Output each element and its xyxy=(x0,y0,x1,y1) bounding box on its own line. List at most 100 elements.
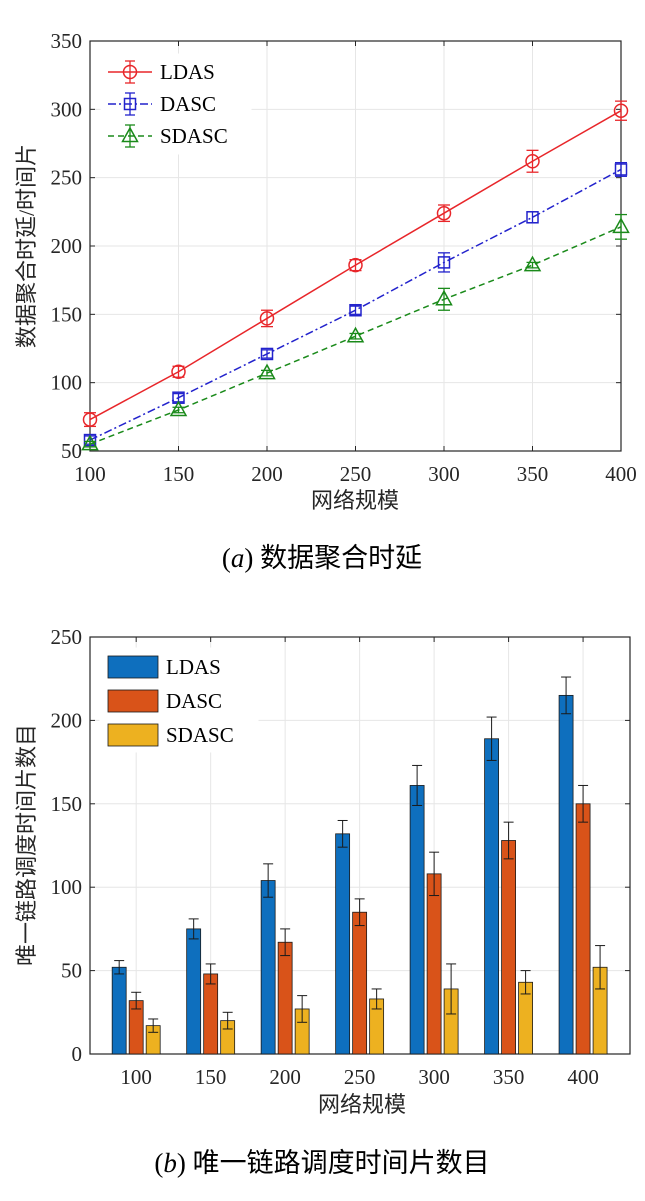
data-point xyxy=(614,163,628,176)
data-point xyxy=(523,255,542,272)
legend-item-ldas: LDAS xyxy=(108,60,215,84)
data-point xyxy=(169,400,188,417)
legend-item-dasc: DASC xyxy=(108,92,216,116)
x-axis-label: 网络规模 xyxy=(311,488,399,513)
data-point xyxy=(258,363,276,380)
x-tick-label: 250 xyxy=(340,462,372,486)
data-point xyxy=(612,217,630,234)
legend-label: LDAS xyxy=(160,60,215,84)
x-tick-label: 400 xyxy=(567,1065,599,1089)
series-group xyxy=(81,100,630,451)
legend-label: DASC xyxy=(166,689,222,713)
data-point xyxy=(346,326,365,343)
data-point xyxy=(259,311,275,326)
data-point xyxy=(260,347,274,361)
caption-a-text: 数据聚合时延 xyxy=(253,543,422,573)
x-tick-label: 350 xyxy=(517,462,549,486)
legend-item-sdasc: SDASC xyxy=(107,723,234,747)
x-tick-label: 150 xyxy=(163,462,195,486)
x-tick-label: 200 xyxy=(269,1065,301,1089)
y-tick-label: 200 xyxy=(51,708,83,732)
bar xyxy=(186,928,202,1055)
x-tick-label: 200 xyxy=(251,462,283,486)
data-point xyxy=(349,303,362,317)
y-tick-label: 50 xyxy=(61,959,82,983)
legend: LDAS DASC SDASC xyxy=(100,53,252,155)
bar xyxy=(260,880,276,1055)
series-dasc xyxy=(128,784,591,1055)
bar xyxy=(335,833,351,1055)
bar xyxy=(575,803,591,1055)
x-tick-label: 150 xyxy=(195,1065,227,1089)
bar xyxy=(426,873,442,1055)
y-tick-label: 350 xyxy=(51,29,83,53)
y-tick-label: 200 xyxy=(51,234,83,258)
y-tick-label: 50 xyxy=(61,439,82,463)
x-tick-label: 250 xyxy=(344,1065,376,1089)
legend: LDAS DASC SDASC xyxy=(99,647,259,753)
data-point xyxy=(613,103,629,118)
legend-swatch xyxy=(107,689,159,713)
legend-label: DASC xyxy=(160,92,216,116)
x-tick-label: 100 xyxy=(120,1065,152,1089)
series-group xyxy=(111,676,608,1055)
data-point xyxy=(171,364,186,379)
legend-marker xyxy=(121,126,139,143)
caption-a: (a) 数据聚合时延 xyxy=(222,543,422,573)
x-axis-label: 网络规模 xyxy=(318,1092,406,1117)
y-tick-label: 0 xyxy=(72,1042,83,1066)
data-point xyxy=(82,412,98,427)
bar xyxy=(501,840,516,1055)
bar xyxy=(203,973,219,1055)
data-point xyxy=(525,154,540,169)
y-axis-label: 数据聚合时延/时间片 xyxy=(14,144,39,348)
legend-item-sdasc: SDASC xyxy=(108,124,228,148)
caption-b-text: 唯一链路调度时间片数目 xyxy=(186,1148,490,1178)
legend-item-ldas: LDAS xyxy=(107,655,221,679)
axis-ticks: 100 150 200 250 300 350 400 0 50 100 150 200 250 xyxy=(51,625,630,1089)
series-ldas xyxy=(111,676,574,1055)
data-point xyxy=(348,257,363,273)
series-sdasc xyxy=(145,945,608,1055)
bar-chart: 100 150 200 250 300 350 400 0 50 100 150 200 250 网络规… xyxy=(14,625,631,1178)
caption-a-letter: a xyxy=(231,543,245,573)
line-chart: 100 150 200 250 300 350 4005010015020025030035… xyxy=(14,29,637,573)
bar xyxy=(484,738,499,1055)
legend-swatch xyxy=(107,723,159,747)
legend-marker xyxy=(123,97,137,111)
y-tick-label: 150 xyxy=(51,302,83,326)
bar xyxy=(277,941,293,1055)
legend-item-dasc: DASC xyxy=(107,689,222,713)
caption-b: (b) 唯一链路调度时间片数目 xyxy=(154,1148,489,1178)
legend-swatch xyxy=(107,655,159,679)
bar xyxy=(558,694,574,1055)
caption-b-letter: b xyxy=(163,1148,177,1178)
series-sdasc xyxy=(81,213,630,451)
x-tick-label: 100 xyxy=(74,462,106,486)
bar xyxy=(352,911,368,1055)
axis-ticks: 100 150 200 250 300 350 4005010015020025030035… xyxy=(51,29,637,486)
data-point xyxy=(437,256,451,269)
y-tick-label: 100 xyxy=(51,875,83,899)
y-tick-label: 100 xyxy=(51,371,83,395)
x-tick-label: 300 xyxy=(428,462,460,486)
x-tick-label: 300 xyxy=(418,1065,450,1089)
y-axis-label: 唯一链路调度时间片数目 xyxy=(14,724,39,966)
y-tick-label: 250 xyxy=(51,166,83,190)
data-point xyxy=(435,289,453,306)
legend-label: SDASC xyxy=(166,723,234,747)
bar xyxy=(409,785,425,1055)
bar xyxy=(111,966,127,1055)
data-point xyxy=(526,211,539,224)
y-tick-label: 150 xyxy=(51,792,83,816)
legend-label: SDASC xyxy=(160,124,228,148)
y-tick-label: 300 xyxy=(51,97,83,121)
x-tick-label: 400 xyxy=(605,462,637,486)
series-ldas xyxy=(82,100,629,428)
legend-label: LDAS xyxy=(166,655,221,679)
data-point xyxy=(81,434,99,451)
legend-marker xyxy=(122,64,138,80)
data-point xyxy=(436,205,452,221)
x-tick-label: 350 xyxy=(493,1065,525,1089)
